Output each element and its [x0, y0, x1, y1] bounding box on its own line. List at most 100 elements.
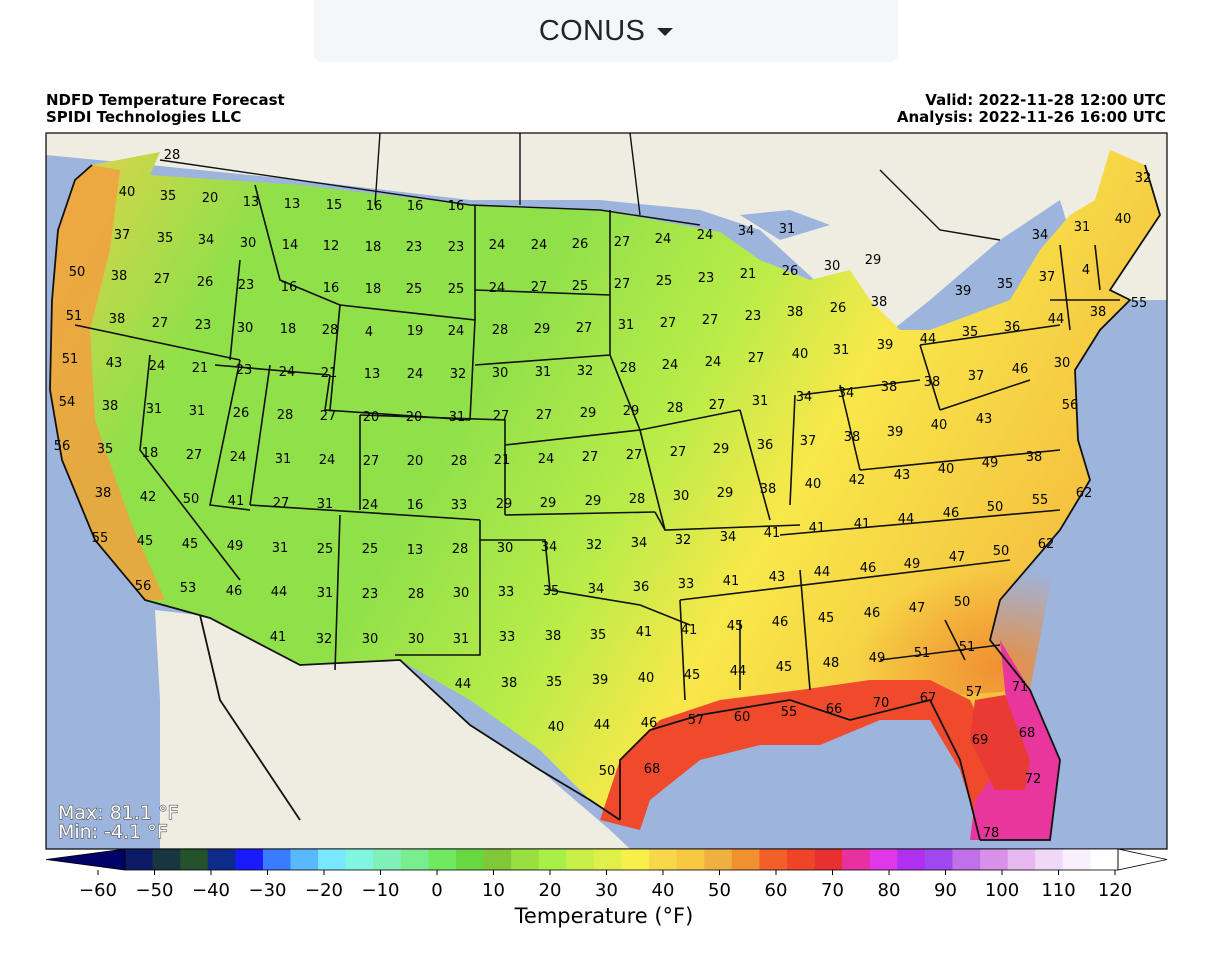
temp-label: 38: [787, 305, 804, 320]
temp-label: 35: [543, 584, 560, 599]
temp-label: 30: [497, 541, 514, 556]
temp-label: 24: [489, 238, 506, 253]
temp-label: 26: [572, 237, 589, 252]
temp-label: 33: [451, 498, 468, 513]
temp-label: 21: [321, 366, 338, 381]
temp-label: 30: [824, 259, 841, 274]
temp-label: 23: [406, 240, 423, 255]
temp-label: 16: [448, 199, 465, 214]
min-temp-label: Min: -4.1 °F: [58, 821, 168, 843]
temp-label: 36: [757, 438, 774, 453]
temp-label: 27: [582, 450, 599, 465]
region-selector[interactable]: CONUS: [314, 0, 898, 62]
temp-label: 23: [236, 363, 253, 378]
temp-label: 29: [865, 253, 882, 268]
west-coast-band: [50, 165, 165, 600]
temp-label: 25: [448, 282, 465, 297]
temp-label: 44: [1048, 312, 1065, 327]
temp-label: 55: [1032, 493, 1049, 508]
temp-label: 41: [270, 630, 287, 645]
colorbar-segment: [152, 849, 181, 870]
colorbar-segment: [952, 849, 981, 870]
temp-label: 18: [365, 240, 382, 255]
temp-label: 21: [192, 361, 209, 376]
temp-label: 23: [698, 271, 715, 286]
temp-label: 27: [531, 280, 548, 295]
map-subtitle: SPIDI Technologies LLC: [46, 108, 242, 126]
temp-label: 12: [323, 239, 340, 254]
temp-label: 45: [776, 660, 793, 675]
temp-label: 45: [137, 534, 154, 549]
colorbar-segment: [566, 849, 595, 870]
temp-label: 20: [407, 454, 424, 469]
colorbar-segment: [842, 849, 871, 870]
temp-label: 45: [684, 668, 701, 683]
temp-label: 49: [904, 557, 921, 572]
temp-label: 39: [592, 673, 609, 688]
temp-label: 36: [1004, 320, 1021, 335]
temp-label: 33: [498, 585, 515, 600]
temp-label: 34: [738, 224, 755, 239]
colorbar-segment: [373, 849, 402, 870]
temp-label: 24: [662, 358, 679, 373]
temp-label: 31: [453, 632, 470, 647]
colorbar-segment: [593, 849, 622, 870]
colorbar-segment: [400, 849, 429, 870]
temp-label: 30: [240, 236, 257, 251]
temp-label: 26: [233, 406, 250, 421]
temp-label: 34: [796, 390, 813, 405]
colorbar-segment: [814, 849, 843, 870]
temp-label: 25: [317, 542, 334, 557]
temp-label: 38: [1026, 450, 1043, 465]
temp-label: 15: [326, 198, 343, 213]
temp-label: 50: [987, 500, 1004, 515]
temp-label: 34: [631, 536, 648, 551]
temp-label: 24: [489, 281, 506, 296]
temp-label: 46: [943, 506, 960, 521]
colorbar-outline: [124, 848, 1119, 871]
temp-label: 39: [877, 338, 894, 353]
temp-label: 28: [492, 323, 509, 338]
temp-label: 24: [319, 453, 336, 468]
colorbar-tick-label: 20: [539, 880, 562, 901]
temp-label: 21: [494, 453, 511, 468]
temp-label: 16: [366, 199, 383, 214]
temp-label: 37: [1039, 270, 1056, 285]
temp-label: 38: [95, 486, 112, 501]
temp-label: 24: [705, 355, 722, 370]
colorbar-segment: [318, 849, 347, 870]
temp-label: 31: [317, 586, 334, 601]
temp-label: 67: [920, 691, 937, 706]
colorbar: [45, 848, 1168, 871]
temp-label: 41: [228, 494, 245, 509]
map-header-right: Valid: 2022-11-28 12:00 UTC Analysis: 20…: [897, 92, 1166, 126]
temp-label: 28: [620, 361, 637, 376]
temp-label: 40: [548, 720, 565, 735]
colorbar-segment: [1062, 849, 1091, 870]
temp-label: 28: [452, 542, 469, 557]
colorbar-segment: [869, 849, 898, 870]
temp-label: 43: [894, 468, 911, 483]
temp-label: 70: [873, 696, 890, 711]
temp-label: 50: [69, 265, 86, 280]
colorbar-tick-label: −10: [362, 880, 400, 901]
colorbar-tick-label: 50: [708, 880, 731, 901]
temp-label: 18: [365, 282, 382, 297]
temp-label: 38: [760, 482, 777, 497]
temp-label: 38: [881, 380, 898, 395]
temp-label: 21: [740, 267, 757, 282]
temp-label: 31: [275, 452, 292, 467]
temp-label: 40: [638, 671, 655, 686]
colorbar-tick-label: 0: [431, 880, 442, 901]
temp-label: 30: [673, 489, 690, 504]
temp-label: 25: [406, 282, 423, 297]
temp-label: 29: [717, 486, 734, 501]
temp-label: 27: [186, 448, 203, 463]
temp-label: 18: [280, 322, 297, 337]
temp-label: 56: [135, 579, 152, 594]
gulf-coast-band: [600, 680, 1020, 840]
valid-time: Valid: 2022-11-28 12:00 UTC: [925, 91, 1166, 109]
colorbar-tick-label: 70: [821, 880, 844, 901]
temp-label: 23: [448, 240, 465, 255]
